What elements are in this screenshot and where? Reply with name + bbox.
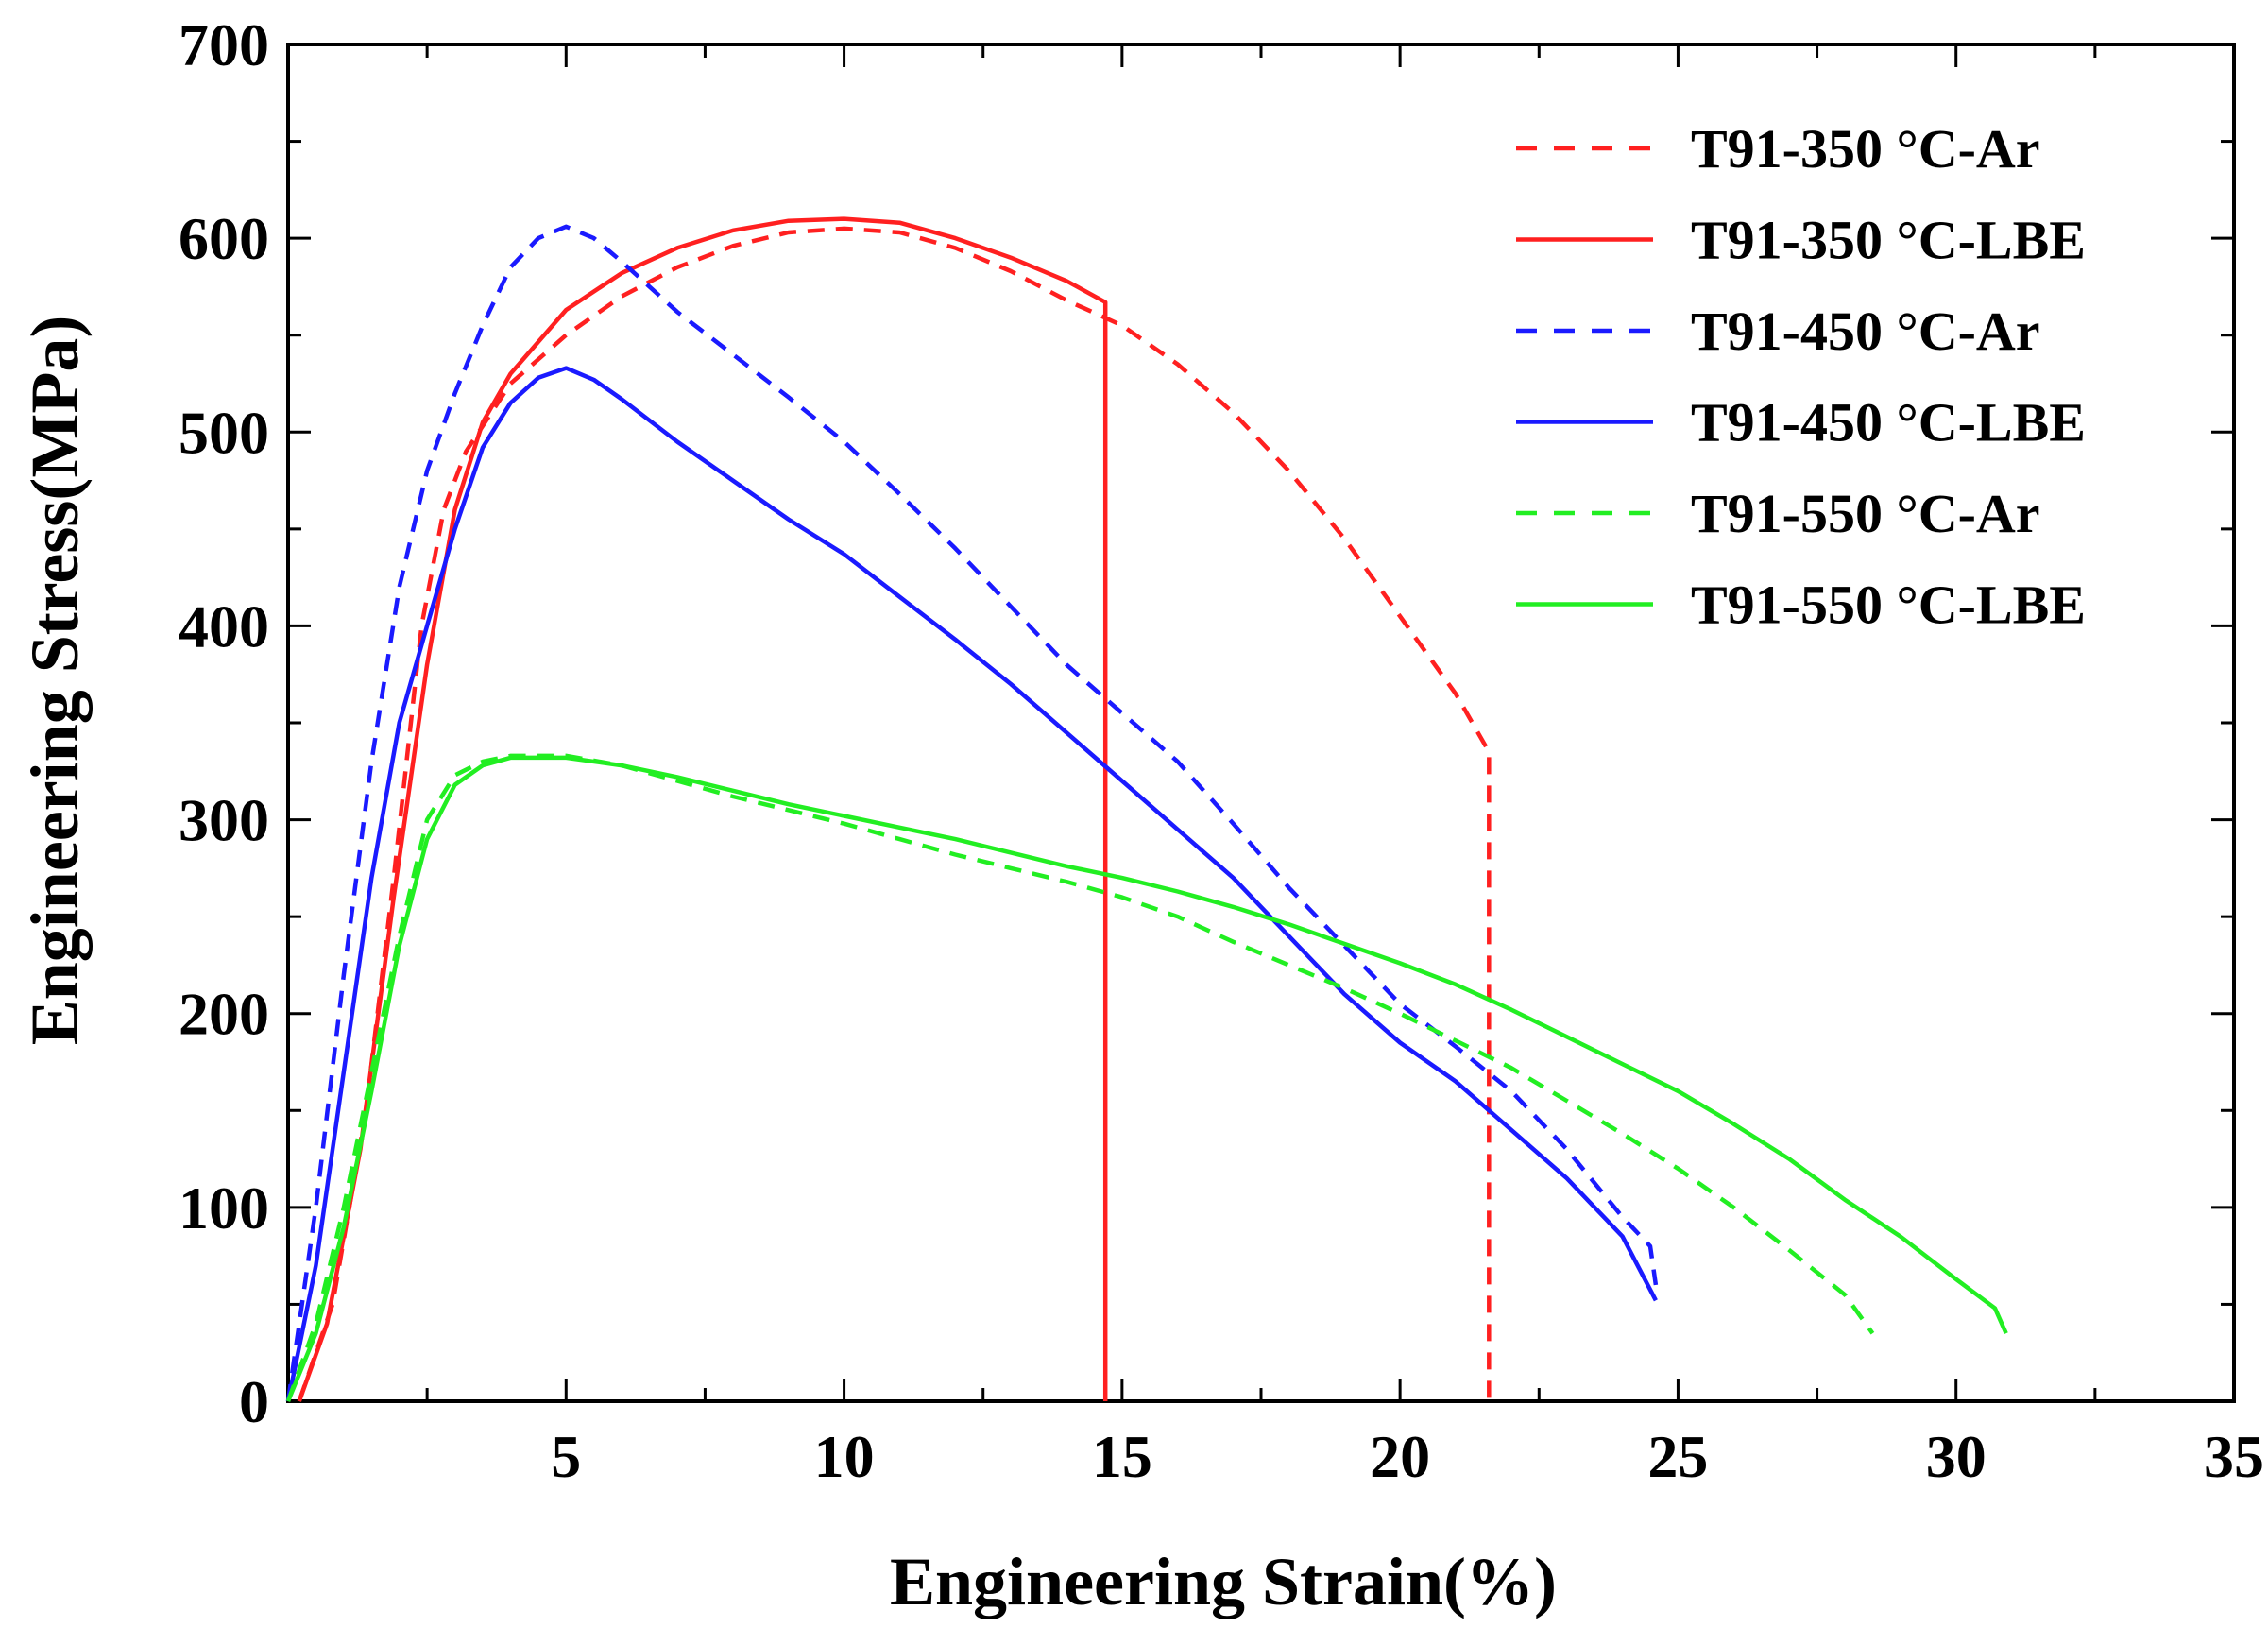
y-tick-label: 300 — [179, 787, 269, 854]
x-tick-label: 10 — [814, 1423, 875, 1490]
x-tick-label: 35 — [2204, 1423, 2264, 1490]
x-tick-label: 20 — [1370, 1423, 1430, 1490]
axis-ticks — [288, 44, 2234, 1401]
y-tick-label: 100 — [179, 1174, 269, 1242]
series-line-2 — [297, 216, 1108, 1402]
legend-label-5: T91-550 °C-Ar — [1691, 483, 2040, 544]
x-tick-label: 5 — [551, 1423, 581, 1490]
legend-label-3: T91-450 °C-Ar — [1691, 300, 2040, 362]
x-tick-label: 25 — [1647, 1423, 1708, 1490]
axis-tick-labels: 5 10 15 20 25 30 35 0 100 200 300 400 500 600 700 — [179, 11, 2264, 1490]
legend-label-2: T91-350 °C-LBE — [1691, 210, 2086, 271]
y-axis-title: Engineering Stress(MPa) — [17, 316, 93, 1046]
x-tick-label: 30 — [1926, 1423, 1987, 1490]
legend-label-6: T91-550 °C-LBE — [1691, 574, 2086, 636]
data-series — [285, 216, 2008, 1402]
legend: T91-350 °C-Ar T91-350 °C-LBE T91-450 °C-Ar… — [1516, 118, 2086, 636]
x-tick-label: 15 — [1092, 1423, 1152, 1490]
legend-label-4: T91-450 °C-LBE — [1691, 392, 2086, 454]
y-tick-label: 200 — [179, 981, 269, 1048]
series-line-5 — [285, 753, 1875, 1402]
series-line-6 — [285, 755, 2008, 1402]
y-tick-label: 600 — [179, 205, 269, 272]
y-tick-label: 400 — [179, 592, 269, 660]
y-tick-label: 700 — [179, 11, 269, 78]
series-line-1 — [297, 226, 1492, 1402]
y-tick-label: 0 — [239, 1368, 269, 1435]
y-tick-label: 500 — [179, 399, 269, 466]
x-axis-title: Engineering Strain(%) — [890, 1544, 1557, 1619]
series-line-4 — [285, 366, 1658, 1402]
legend-label-1: T91-350 °C-Ar — [1691, 118, 2040, 180]
